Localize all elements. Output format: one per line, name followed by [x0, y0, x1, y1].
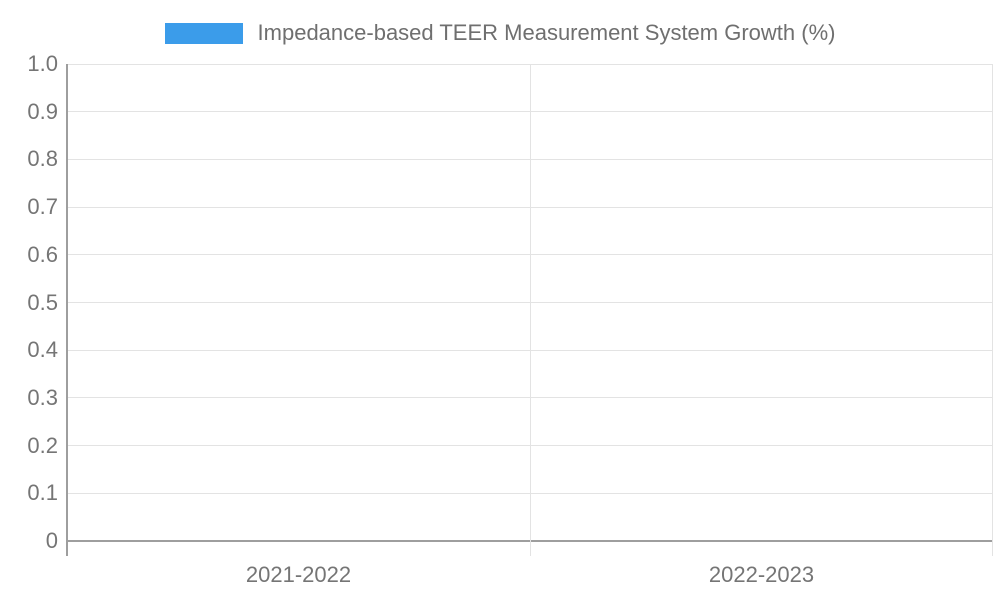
- y-axis-line: [66, 64, 68, 556]
- y-tick-label: 0: [45, 528, 58, 553]
- legend[interactable]: Impedance-based TEER Measurement System …: [0, 20, 1000, 46]
- y-tick-label: 0.7: [27, 194, 58, 220]
- legend-swatch: [164, 22, 243, 44]
- y-tick-label: 0.2: [27, 432, 58, 458]
- y-tick-label: 0.8: [27, 146, 58, 172]
- y-tick-label: 0.6: [27, 241, 58, 267]
- y-tick-label: 0.5: [27, 289, 58, 315]
- y-tick-label: 0.9: [27, 98, 58, 124]
- y-tick-label: 1.0: [27, 51, 58, 76]
- plot-area: [66, 64, 993, 556]
- y-tick-label: 0.4: [27, 337, 58, 363]
- v-gridline: [530, 64, 531, 556]
- legend-label: Impedance-based TEER Measurement System …: [257, 20, 836, 45]
- y-tick-label: 0.3: [27, 384, 58, 410]
- x-tick-label: 2022-2023: [708, 562, 815, 587]
- v-gridline: [992, 64, 993, 556]
- y-tick-label: 0.1: [27, 480, 58, 506]
- x-tick-label: 2021-2022: [245, 562, 352, 587]
